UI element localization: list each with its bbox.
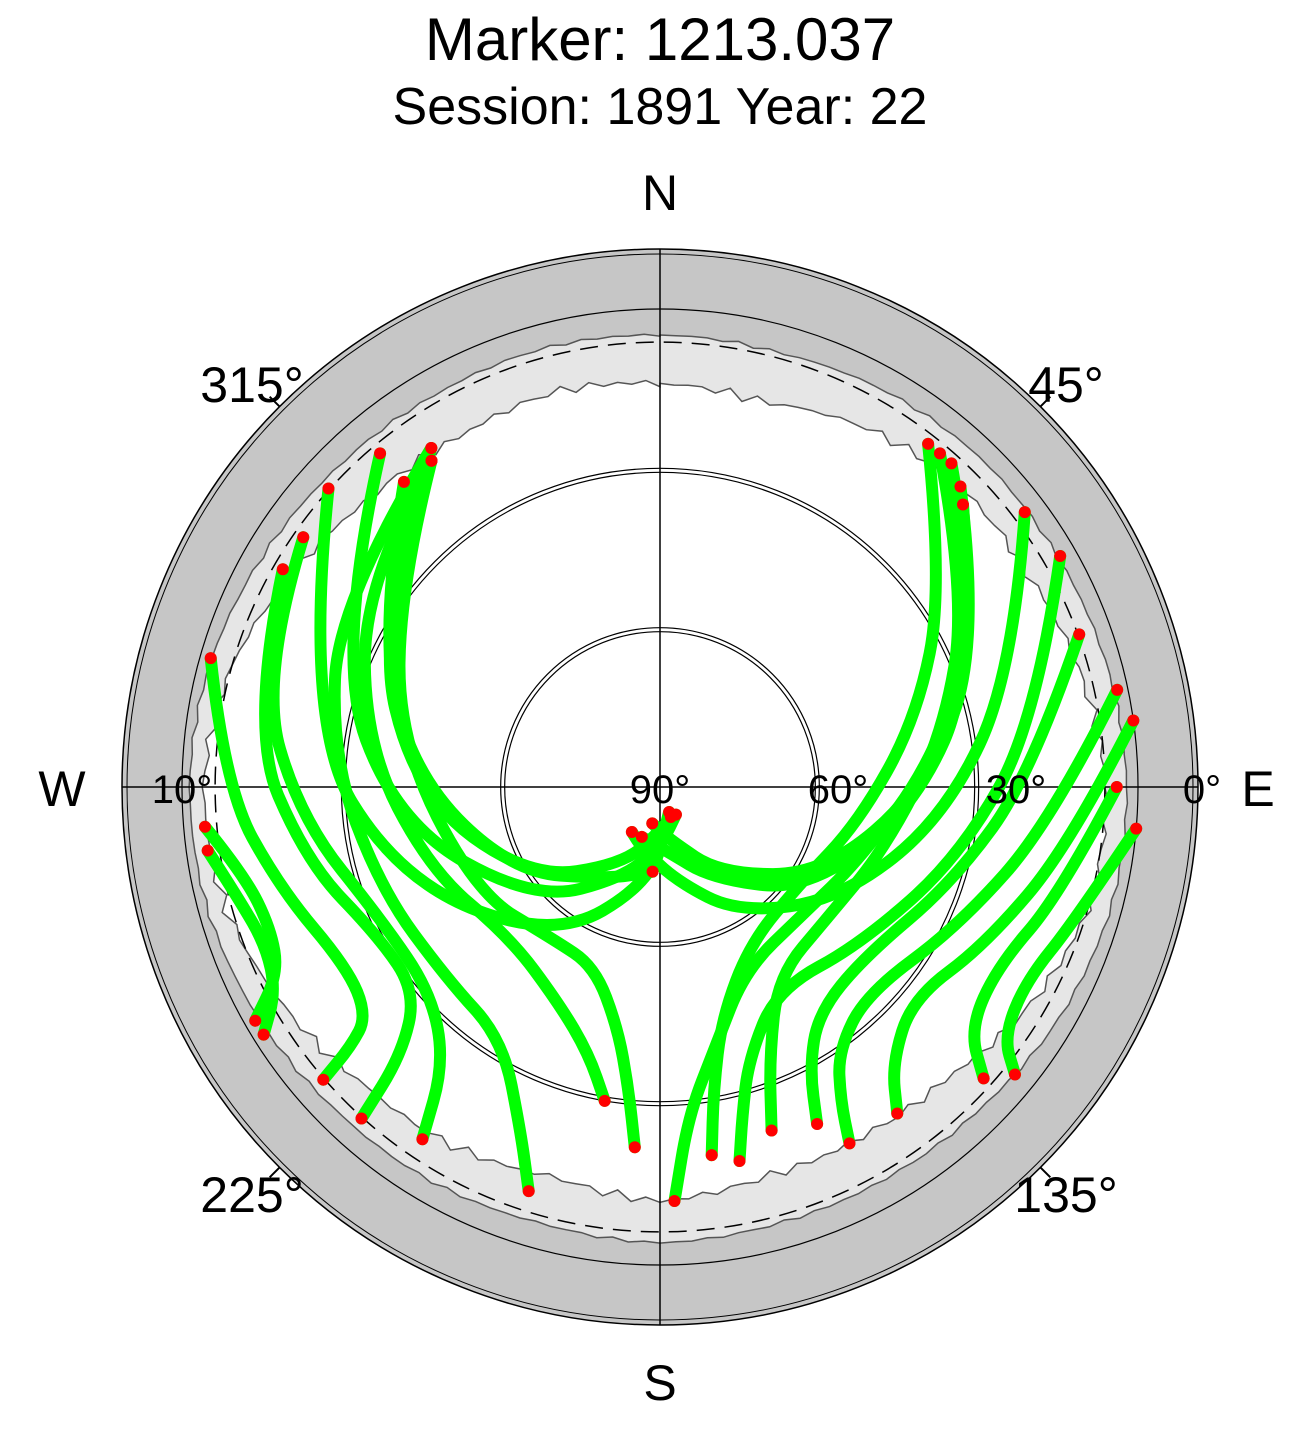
elevation-label-10: 10° <box>152 768 213 812</box>
track-start-10 <box>204 652 217 665</box>
satellite-track-7 <box>328 442 535 1198</box>
track-end-3 <box>664 810 677 823</box>
track-start-9 <box>276 563 289 576</box>
track-end-20 <box>811 1117 824 1130</box>
chart-subtitle: Session: 1891 Year: 22 <box>393 78 928 136</box>
satellite-track-4 <box>383 475 659 884</box>
track-end-15 <box>668 1195 681 1208</box>
satellite-track-18 <box>625 506 1031 915</box>
track-start-19 <box>1054 549 1067 562</box>
track-start-2 <box>374 447 387 460</box>
track-end-12 <box>257 1028 270 1041</box>
direction-label-south: S <box>643 1355 676 1411</box>
track-start-18 <box>1018 506 1031 519</box>
chart-title: Marker: 1213.037 <box>425 6 895 73</box>
track-end-7 <box>522 1185 535 1198</box>
track-end-18 <box>625 826 638 839</box>
track-start-14 <box>933 447 946 460</box>
direction-label-east: E <box>1241 761 1274 817</box>
elevation-label-90: 90° <box>630 768 691 812</box>
track-start-6 <box>425 454 438 467</box>
azimuth-label-135: 135° <box>1014 1167 1117 1223</box>
elevation-label-60: 60° <box>808 768 869 812</box>
track-start-13 <box>922 437 935 450</box>
satellite-track-6 <box>358 454 611 1107</box>
track-end-16 <box>646 817 659 830</box>
azimuth-label-315: 315° <box>200 357 303 413</box>
azimuth-label-45: 45° <box>1028 357 1104 413</box>
track-start-11 <box>198 820 211 833</box>
azimuth-label-225: 225° <box>200 1167 303 1223</box>
track-end-14 <box>765 1124 778 1137</box>
track-start-16 <box>954 480 967 493</box>
azimuth-tick-45 <box>1039 395 1052 408</box>
track-end-10 <box>317 1073 330 1086</box>
track-end-4 <box>646 865 659 878</box>
satellite-track-1 <box>314 482 676 931</box>
satellite-track-10 <box>204 652 369 1086</box>
track-end-17 <box>635 830 648 843</box>
satellite-track-14 <box>764 447 965 1137</box>
track-start-15 <box>945 457 958 470</box>
track-start-23 <box>1110 781 1123 793</box>
track-start-21 <box>1111 683 1124 696</box>
track-end-13 <box>705 1149 718 1162</box>
track-start-8 <box>297 531 310 544</box>
track-end-6 <box>598 1094 611 1107</box>
track-end-9 <box>355 1112 368 1125</box>
track-start-24 <box>1130 822 1143 835</box>
track-end-23 <box>977 1072 990 1085</box>
track-start-22 <box>1127 714 1140 727</box>
direction-label-north: N <box>642 165 678 221</box>
azimuth-tick-225 <box>268 1166 281 1179</box>
track-start-1 <box>322 482 335 495</box>
track-start-12 <box>201 844 214 857</box>
elevation-label-30: 30° <box>986 768 1047 812</box>
track-end-11 <box>249 1014 262 1027</box>
satellite-track-21 <box>833 683 1124 1150</box>
track-endpoints <box>198 437 1143 1208</box>
azimuth-tick-135 <box>1039 1166 1052 1179</box>
satellite-track-5 <box>393 454 641 1154</box>
track-start-17 <box>956 498 969 511</box>
satellite-track-23 <box>968 781 1123 1085</box>
track-start-20 <box>1073 628 1086 641</box>
satellite-track-20 <box>805 628 1086 1130</box>
satellite-track-22 <box>888 714 1140 1120</box>
elevation-label-0: 0° <box>1183 768 1221 812</box>
track-start-4 <box>397 475 410 488</box>
track-end-5 <box>628 1141 641 1154</box>
direction-label-west: W <box>38 761 86 817</box>
track-end-22 <box>891 1107 904 1120</box>
track-start-7 <box>425 441 438 454</box>
track-end-24 <box>1008 1068 1021 1081</box>
satellite-track-8 <box>267 531 447 1146</box>
satellite-track-19 <box>733 550 1067 1167</box>
track-end-8 <box>416 1133 429 1146</box>
satellite-tracks <box>199 437 1143 1207</box>
track-end-19 <box>733 1155 746 1168</box>
track-end-21 <box>843 1137 856 1150</box>
satellite-track-17 <box>635 498 973 892</box>
satellite-track-9 <box>259 563 417 1125</box>
azimuth-tick-315 <box>268 395 281 408</box>
satellite-track-24 <box>1001 822 1143 1081</box>
satellite-track-12 <box>201 844 279 1041</box>
